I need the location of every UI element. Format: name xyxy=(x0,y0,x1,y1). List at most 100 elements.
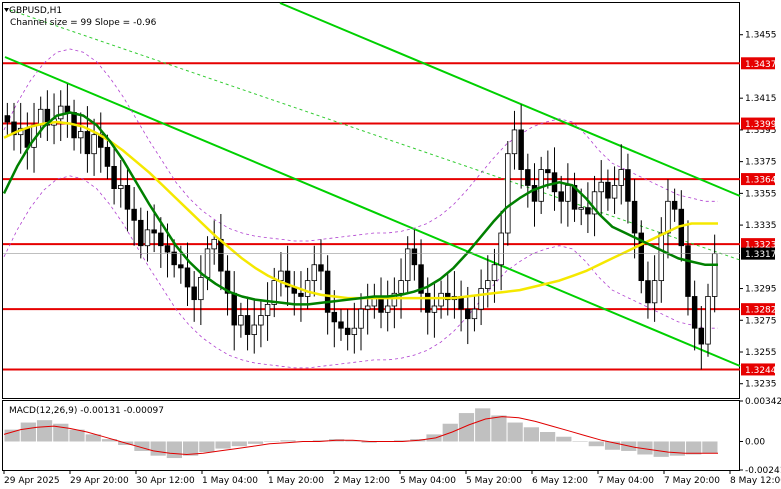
macd-histogram-bar xyxy=(507,422,523,442)
time-tick-label: 29 Apr 20:00 xyxy=(70,476,129,486)
candle-body xyxy=(118,185,124,190)
candle-body xyxy=(204,248,211,278)
price-tick-label: 1.3275 xyxy=(745,316,777,326)
time-tick-label: 2 May 12:00 xyxy=(334,476,390,486)
candle-body xyxy=(625,169,631,202)
candle-body xyxy=(591,191,598,215)
macd-histogram-bar xyxy=(686,441,702,455)
price-level-tag-label: 1.3437 xyxy=(745,60,777,70)
candle-body xyxy=(358,308,364,329)
sma-fast-green-line xyxy=(2,111,718,306)
macd-histogram-bar xyxy=(491,415,507,442)
price-tick-label: 1.3415 xyxy=(745,94,777,104)
candle-body xyxy=(144,229,151,247)
candle-body xyxy=(545,169,551,174)
price-pane xyxy=(2,2,741,371)
candle-body xyxy=(571,185,578,210)
candle-body xyxy=(138,219,144,247)
macd-histogram-bar xyxy=(556,436,572,442)
candle-body xyxy=(671,200,678,210)
candle-body xyxy=(418,264,424,294)
candle-body xyxy=(631,200,638,234)
time-axis: 29 Apr 2025 29 Apr 20:00 30 Apr 12:00 1 May… xyxy=(3,470,781,486)
price-tick-label: 1.3335 xyxy=(745,221,777,231)
envelope-upper-band xyxy=(3,48,718,242)
dropdown-triangle-icon[interactable] xyxy=(4,8,9,12)
macd-tick-label: -0.00241 xyxy=(745,466,781,476)
macd-histogram-bar xyxy=(183,441,199,456)
price-pane-frame xyxy=(2,2,740,399)
macd-histogram-bar xyxy=(247,441,264,444)
candle-body xyxy=(224,270,231,294)
channel-lines xyxy=(4,2,741,367)
candle-body xyxy=(438,292,444,307)
candle-body xyxy=(525,169,531,186)
time-tick-label: 7 May 04:00 xyxy=(598,476,654,486)
price-level-tag-label: 1.3282 xyxy=(745,306,777,316)
macd-histogram-bar xyxy=(85,434,101,442)
candle-body xyxy=(384,305,391,313)
channel-middle-dashed-line xyxy=(9,9,741,261)
candle-body xyxy=(518,129,524,170)
macd-histogram-bar xyxy=(572,441,588,442)
price-level-tag xyxy=(741,238,775,251)
candle-body xyxy=(178,264,184,269)
candle-body xyxy=(244,315,251,335)
candle-body xyxy=(238,315,244,326)
envelope-lower-band xyxy=(3,175,718,369)
macd-histogram-bar xyxy=(458,413,475,442)
envelope-bands xyxy=(3,48,718,369)
macd-pane-frame xyxy=(2,400,740,471)
candle-body xyxy=(705,296,711,345)
macd-histogram-bar xyxy=(588,441,604,447)
candle-body xyxy=(4,115,11,123)
price-level-tag xyxy=(741,57,775,70)
candle-body xyxy=(651,280,658,304)
macd-histogram-bar xyxy=(36,420,53,442)
candle-body xyxy=(57,105,64,120)
candle-body xyxy=(511,129,518,155)
time-tick-label: 5 May 20:00 xyxy=(466,476,522,486)
macd-histogram-bar xyxy=(361,441,377,443)
moving-averages xyxy=(2,111,718,306)
price-levels xyxy=(3,62,740,371)
candle-body xyxy=(331,311,338,323)
candle-body xyxy=(404,248,411,282)
candle-body xyxy=(251,324,257,335)
candle-body xyxy=(711,253,718,297)
candle-body xyxy=(318,264,324,272)
macd-histogram-bar xyxy=(264,441,280,442)
candle-body xyxy=(324,270,331,313)
macd-histogram-bar xyxy=(540,432,556,442)
candle-body xyxy=(124,185,131,210)
candle-body xyxy=(104,146,111,167)
candle-body xyxy=(424,292,431,313)
candle-body xyxy=(471,308,478,320)
price-axis: 1.3455 1.3415 1.3395 1.3375 1.3355 1.3335 1.32… xyxy=(740,31,777,390)
time-tick-label: 8 May 12:00 xyxy=(730,476,781,486)
time-tick-label: 7 May 20:00 xyxy=(664,476,720,486)
candle-body xyxy=(691,296,698,329)
price-tick-label: 1.3355 xyxy=(745,189,777,199)
price-level-tag-label: 1.3399 xyxy=(745,120,777,130)
candle-body xyxy=(585,207,591,215)
candle-body xyxy=(498,232,504,266)
macd-label: MACD(12,26,9) -0.00131 -0.00097 xyxy=(9,406,164,416)
candle-body xyxy=(191,286,197,301)
macd-pane xyxy=(3,408,718,459)
candle-body xyxy=(505,153,511,234)
macd-histogram-bar xyxy=(134,441,150,451)
price-level-tag xyxy=(741,303,775,316)
candle-body xyxy=(258,315,264,326)
price-level-tag-label: 1.3364 xyxy=(745,176,777,186)
macd-histogram-bar xyxy=(393,440,410,442)
candlesticks xyxy=(4,83,718,370)
candle-body xyxy=(658,232,665,282)
macd-histogram-bar xyxy=(69,429,85,442)
macd-histogram-bar xyxy=(523,427,539,442)
candle-body xyxy=(465,308,471,320)
macd-histogram-bar xyxy=(280,440,296,442)
candle-body xyxy=(171,251,177,266)
time-tick-label: 1 May 20:00 xyxy=(268,476,324,486)
candle-body xyxy=(184,267,191,288)
